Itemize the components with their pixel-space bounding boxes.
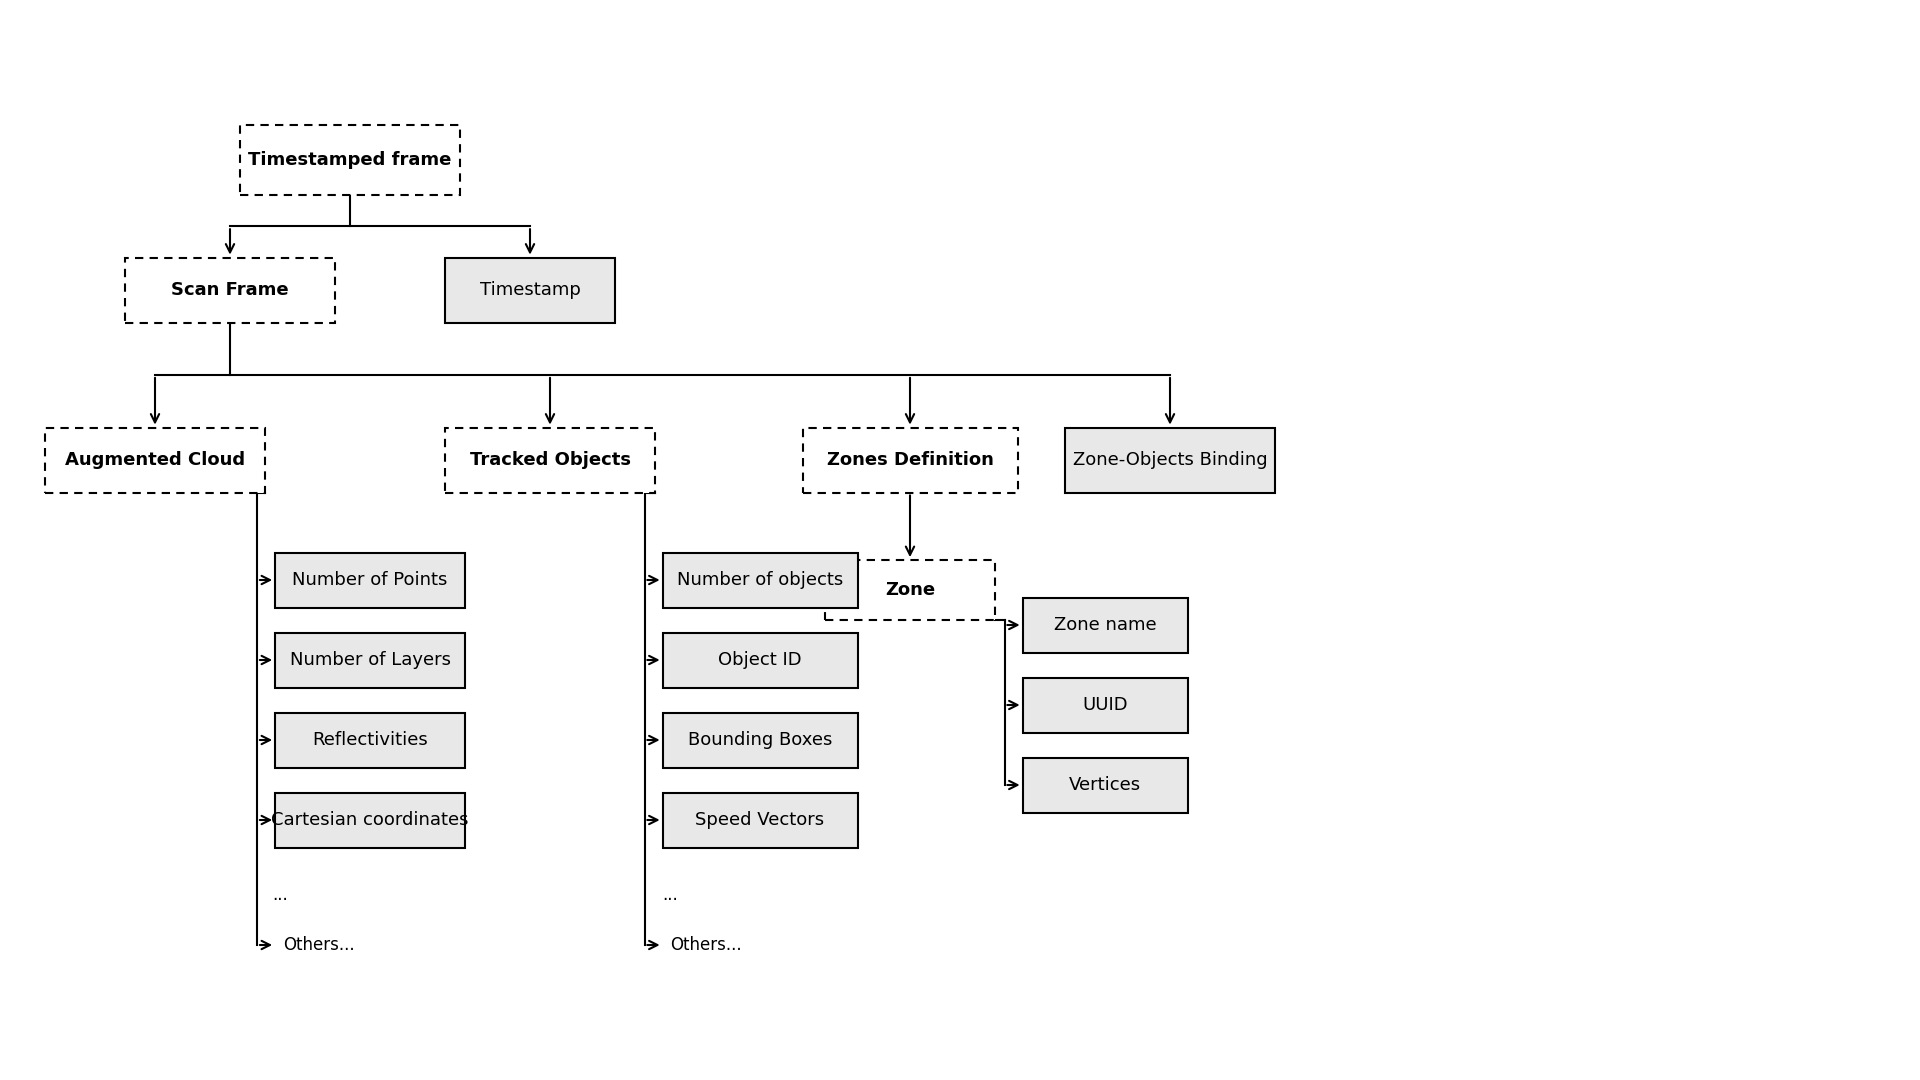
Bar	[275, 633, 465, 688]
Text: Number of Layers: Number of Layers	[290, 651, 451, 669]
Text: Speed Vectors: Speed Vectors	[695, 811, 824, 829]
Bar	[275, 553, 465, 607]
Bar	[1066, 428, 1275, 492]
Text: Object ID: Object ID	[718, 651, 803, 669]
Text: Reflectivities: Reflectivities	[313, 731, 428, 750]
Text: Augmented Cloud: Augmented Cloud	[65, 451, 246, 469]
Text: Zone-Objects Binding: Zone-Objects Binding	[1073, 451, 1267, 469]
Text: Number of Points: Number of Points	[292, 571, 447, 589]
Text: Scan Frame: Scan Frame	[171, 281, 288, 299]
Bar	[1023, 597, 1187, 652]
Text: Zone: Zone	[885, 581, 935, 599]
Bar	[445, 428, 655, 492]
Text: Timestamp: Timestamp	[480, 281, 580, 299]
Text: Others...: Others...	[670, 936, 743, 954]
Text: UUID: UUID	[1083, 696, 1127, 714]
Bar	[662, 553, 858, 607]
Text: Timestamped frame: Timestamped frame	[248, 151, 451, 168]
Text: Cartesian coordinates: Cartesian coordinates	[271, 811, 468, 829]
Bar	[1023, 757, 1187, 812]
Text: Zones Definition: Zones Definition	[828, 451, 993, 469]
Bar	[240, 125, 461, 195]
Bar	[275, 713, 465, 768]
Bar	[826, 561, 995, 620]
Bar	[662, 793, 858, 848]
Bar	[44, 428, 265, 492]
Text: ...: ...	[273, 886, 288, 904]
Text: Vertices: Vertices	[1069, 777, 1140, 794]
Text: Tracked Objects: Tracked Objects	[470, 451, 630, 469]
Text: Others...: Others...	[282, 936, 355, 954]
Bar	[662, 633, 858, 688]
Text: Bounding Boxes: Bounding Boxes	[687, 731, 831, 750]
Text: Zone name: Zone name	[1054, 616, 1156, 634]
Text: Number of objects: Number of objects	[678, 571, 843, 589]
Bar	[275, 793, 465, 848]
Bar	[803, 428, 1018, 492]
Bar	[125, 257, 334, 323]
Bar	[445, 257, 614, 323]
Bar	[1023, 677, 1187, 732]
Text: ...: ...	[662, 886, 678, 904]
Bar	[662, 713, 858, 768]
